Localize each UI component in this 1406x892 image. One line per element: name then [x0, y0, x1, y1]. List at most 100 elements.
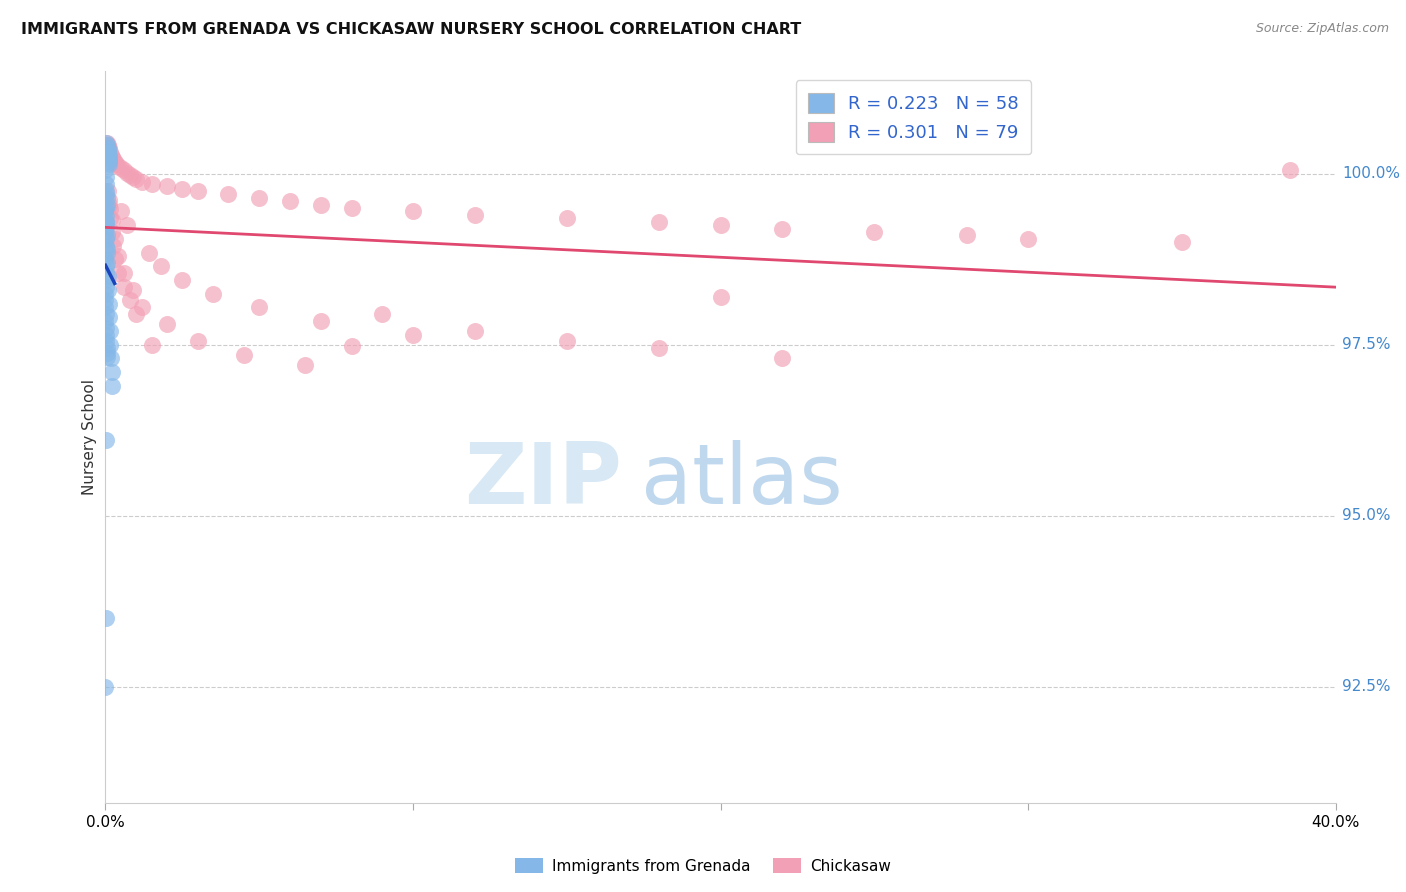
- Point: [97, 269, 120, 284]
- Point: [94, 680, 117, 694]
- Point: [956, 228, 979, 243]
- Point: [97, 153, 120, 168]
- Point: [94, 300, 117, 314]
- Point: [98, 338, 122, 352]
- Point: [94, 225, 117, 239]
- Text: 95.0%: 95.0%: [1341, 508, 1391, 524]
- Point: [97, 145, 120, 159]
- Point: [770, 351, 793, 366]
- Point: [172, 273, 194, 287]
- Text: 97.5%: 97.5%: [1341, 337, 1391, 352]
- Point: [294, 359, 316, 373]
- Point: [402, 204, 425, 219]
- Point: [247, 191, 270, 205]
- Point: [402, 327, 425, 342]
- Point: [1171, 235, 1194, 250]
- Point: [278, 194, 301, 209]
- Point: [94, 279, 117, 293]
- Point: [96, 136, 118, 150]
- Point: [156, 179, 179, 194]
- Point: [110, 204, 132, 219]
- Point: [94, 252, 117, 267]
- Point: [98, 324, 121, 338]
- Point: [98, 145, 121, 159]
- Point: [97, 143, 120, 157]
- Point: [141, 338, 163, 352]
- Point: [98, 310, 121, 325]
- Point: [97, 138, 120, 153]
- Point: [94, 209, 117, 223]
- Point: [94, 273, 117, 287]
- Point: [218, 187, 240, 202]
- Point: [125, 307, 148, 321]
- Point: [187, 334, 209, 349]
- Point: [172, 182, 194, 196]
- Point: [340, 339, 363, 353]
- Point: [94, 136, 117, 150]
- Point: [648, 341, 671, 355]
- Point: [98, 197, 121, 211]
- Point: [97, 147, 120, 161]
- Y-axis label: Nursery School: Nursery School: [82, 379, 97, 495]
- Point: [94, 259, 117, 273]
- Legend: R = 0.223   N = 58, R = 0.301   N = 79: R = 0.223 N = 58, R = 0.301 N = 79: [796, 80, 1032, 154]
- Point: [94, 286, 117, 301]
- Point: [96, 334, 118, 349]
- Point: [98, 143, 121, 157]
- Point: [97, 141, 120, 155]
- Point: [309, 197, 332, 211]
- Point: [104, 252, 127, 267]
- Point: [94, 314, 117, 328]
- Text: IMMIGRANTS FROM GRENADA VS CHICKASAW NURSERY SCHOOL CORRELATION CHART: IMMIGRANTS FROM GRENADA VS CHICKASAW NUR…: [21, 22, 801, 37]
- Point: [247, 300, 270, 314]
- Point: [101, 238, 124, 252]
- Point: [96, 434, 118, 448]
- Point: [340, 201, 363, 215]
- Point: [97, 141, 120, 155]
- Point: [94, 307, 117, 321]
- Point: [96, 220, 118, 235]
- Point: [94, 238, 117, 252]
- Text: Source: ZipAtlas.com: Source: ZipAtlas.com: [1256, 22, 1389, 36]
- Point: [648, 215, 671, 229]
- Point: [97, 193, 120, 207]
- Point: [464, 324, 486, 338]
- Point: [96, 228, 118, 243]
- Point: [112, 266, 135, 280]
- Point: [96, 138, 118, 153]
- Point: [96, 611, 118, 625]
- Point: [100, 225, 122, 239]
- Point: [156, 318, 179, 332]
- Point: [94, 204, 117, 219]
- Point: [100, 213, 122, 227]
- Point: [187, 184, 209, 198]
- Point: [98, 202, 121, 217]
- Point: [97, 184, 120, 198]
- Point: [112, 163, 135, 178]
- Point: [131, 175, 153, 189]
- Point: [115, 218, 138, 232]
- Point: [94, 177, 117, 191]
- Point: [96, 215, 118, 229]
- Point: [1017, 232, 1039, 246]
- Point: [94, 327, 117, 342]
- Point: [115, 165, 138, 179]
- Legend: Immigrants from Grenada, Chickasaw: Immigrants from Grenada, Chickasaw: [509, 852, 897, 880]
- Point: [122, 170, 145, 185]
- Point: [120, 293, 141, 308]
- Point: [96, 245, 118, 260]
- Point: [96, 197, 118, 211]
- Point: [149, 259, 172, 273]
- Point: [107, 266, 129, 280]
- Point: [94, 293, 117, 308]
- Point: [555, 334, 578, 349]
- Point: [131, 300, 153, 314]
- Point: [98, 156, 121, 170]
- Text: 100.0%: 100.0%: [1341, 167, 1400, 181]
- Point: [107, 249, 129, 263]
- Point: [96, 191, 118, 205]
- Point: [555, 211, 578, 226]
- Point: [98, 211, 121, 226]
- Point: [107, 159, 129, 173]
- Point: [94, 320, 117, 334]
